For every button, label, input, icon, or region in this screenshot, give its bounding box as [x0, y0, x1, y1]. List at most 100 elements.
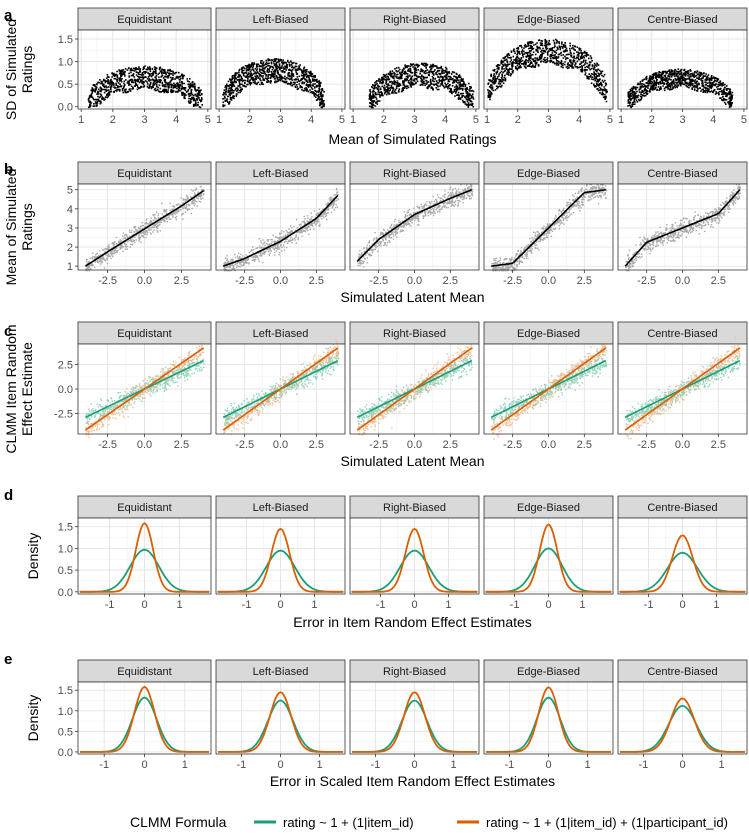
facet-strip-label: Equidistant [117, 666, 171, 678]
panel-e: e Density Error in Scaled Item Random Effe… [4, 651, 748, 789]
x-tick-label: 1 [182, 759, 188, 771]
density-curve [619, 534, 746, 593]
scatter-points [222, 58, 326, 109]
scatter-points [223, 347, 340, 425]
legend-label-2: rating ~ 1 + (1|item_id) + (1|participan… [486, 815, 728, 830]
x-tick-label: 0.0 [137, 275, 152, 287]
y-axis-label: Ratings [19, 46, 35, 93]
facet-strip-label: Edge-Biased [517, 328, 580, 340]
scatter-points [357, 353, 473, 425]
x-tick-label: 2 [247, 114, 253, 126]
y-axis-label: Density [25, 695, 41, 742]
scatter-points [85, 341, 205, 439]
facet-centre-biased: Centre-Biased -1 0 1 [617, 495, 748, 611]
y-tick-label: 2.5 [58, 360, 73, 372]
x-axis-label: Error in Item Random Effect Estimates [293, 614, 532, 630]
y-tick-label: 2 [67, 242, 73, 254]
y-axis-label: Mean of Simulated [3, 169, 19, 286]
x-tick-label: -2.5 [235, 439, 254, 451]
panel-letter: a [4, 7, 13, 24]
y-axis-label: CLMM Item Random [3, 324, 19, 453]
x-tick-label: 2.5 [443, 275, 458, 287]
legend: CLMM Formula rating ~ 1 + (1|item_id) ra… [130, 814, 728, 830]
x-tick-label: 1 [713, 599, 719, 611]
x-tick-label: 2 [515, 114, 521, 126]
x-tick-label: -2.5 [369, 275, 388, 287]
facet-left-biased: Left-Biased -1 0 1 [215, 659, 346, 771]
facet-strip-label: Centre-Biased [647, 328, 717, 340]
density-curve [80, 685, 209, 753]
fit-line [491, 188, 606, 267]
scatter-points [85, 185, 205, 272]
x-tick-label: 1 [618, 114, 624, 126]
x-tick-label: 5 [741, 114, 747, 126]
facet-left-biased: Left-Biased -1 0 1 [215, 495, 346, 611]
x-tick-label: 0.0 [273, 439, 288, 451]
x-tick-label: -2.5 [235, 275, 254, 287]
facet-right-biased: Right-Biased 1 2 3 4 5 [349, 7, 480, 126]
x-tick-label: 0.0 [675, 439, 690, 451]
panel-letter: e [4, 651, 12, 668]
facet-strip-label: Equidistant [117, 502, 171, 514]
legend-label-1: rating ~ 1 + (1|item_id) [283, 815, 414, 830]
scatter-points [357, 184, 474, 268]
density-curve [620, 697, 745, 753]
density-curve [352, 691, 477, 753]
x-tick-label: -2.5 [98, 439, 117, 451]
x-tick-label: -1 [242, 599, 252, 611]
y-tick-label: 3 [67, 223, 73, 235]
x-tick-label: 1 [451, 759, 457, 771]
y-tick-label: 0.5 [58, 565, 73, 577]
fit-line [624, 189, 741, 267]
facet-edge-biased: Edge-Biased -2.5 0.0 2.5 [483, 161, 614, 287]
x-tick-label: -2.5 [637, 439, 656, 451]
facet-edge-biased: Edge-Biased 1 2 3 4 5 [483, 7, 614, 126]
x-tick-label: 0 [277, 759, 283, 771]
x-tick-label: 0.0 [541, 439, 556, 451]
y-tick-label: 1 [67, 261, 73, 273]
x-tick-label: 2 [381, 114, 387, 126]
x-tick-label: 5 [473, 114, 479, 126]
x-tick-label: 5 [205, 114, 211, 126]
x-tick-label: 2.5 [174, 439, 189, 451]
x-tick-label: 4 [308, 114, 314, 126]
y-tick-label: 0.0 [58, 102, 73, 114]
x-axis-label: Mean of Simulated Ratings [328, 131, 496, 147]
facet-equidistant: Equidistant 1 2 3 4 5 0.0 0.5 1.0 1.5 [58, 7, 212, 126]
x-tick-label: 1 [317, 759, 323, 771]
facet-centre-biased: Centre-Biased -1 0 1 [617, 659, 748, 771]
panel-a: aSD of Simulated Ratings Mean of Simulated… [3, 7, 748, 147]
x-tick-label: 1 [585, 759, 591, 771]
x-tick-label: 3 [277, 114, 283, 126]
facet-equidistant: Equidistant -2.5 0.0 2.5 -2.5 0.0 2.5 [54, 321, 212, 451]
x-tick-label: 2.5 [443, 439, 458, 451]
x-tick-label: 0 [679, 759, 685, 771]
x-tick-label: 1 [484, 114, 490, 126]
x-tick-label: 4 [576, 114, 582, 126]
y-tick-label: 1.0 [58, 543, 73, 555]
facet-left-biased: Left-Biased 1 2 3 4 5 [215, 7, 346, 126]
x-tick-label: -1 [105, 599, 115, 611]
x-tick-label: 0 [545, 599, 551, 611]
density-curve [218, 691, 343, 753]
x-tick-label: 0 [411, 759, 417, 771]
fit-line [222, 194, 339, 267]
x-tick-label: 4 [173, 114, 179, 126]
density-curve [79, 522, 210, 593]
facet-edge-biased: Edge-Biased -1 0 1 [483, 495, 614, 611]
scatter-points [491, 184, 608, 272]
x-tick-label: 1 [350, 114, 356, 126]
y-tick-label: 0.0 [58, 587, 73, 599]
facet-strip-label: Right-Biased [383, 14, 446, 26]
fit-line [356, 347, 473, 431]
y-tick-label: 1.0 [58, 57, 73, 69]
panel-letter: b [4, 161, 13, 178]
facet-strip-label: Equidistant [117, 328, 171, 340]
facet-strip-label: Left-Biased [253, 14, 309, 26]
facet-strip-label: Right-Biased [383, 328, 446, 340]
x-tick-label: -1 [644, 599, 654, 611]
x-tick-label: 1 [445, 599, 451, 611]
x-tick-label: 0 [141, 599, 147, 611]
facet-strip-label: Edge-Biased [517, 502, 580, 514]
